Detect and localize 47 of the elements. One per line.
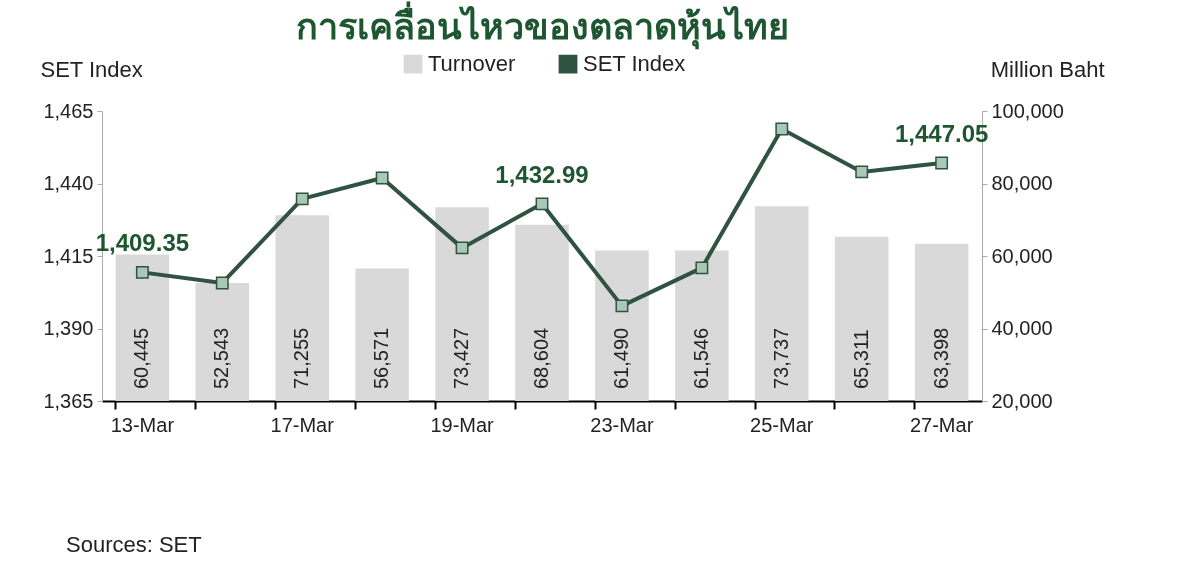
point bbox=[295, 192, 309, 206]
point bbox=[135, 265, 149, 279]
x-tick-label: 25-Mar bbox=[750, 413, 814, 436]
data-label: 60,445 bbox=[130, 327, 153, 389]
source-note: Sources: SET bbox=[66, 532, 202, 558]
x-tick-label: 13-Mar bbox=[110, 413, 175, 436]
y2-axis-title: Million Baht bbox=[990, 56, 1105, 82]
chart-title: การเคลื่อนไหวของตลาดหุ้นไทย bbox=[295, 1, 789, 50]
data-label: 61,490 bbox=[609, 327, 632, 389]
y-tick-label: 1,440 bbox=[43, 172, 94, 194]
data-label: 63,398 bbox=[929, 327, 952, 389]
data-label: 52,543 bbox=[210, 327, 233, 389]
data-label: 1,447.05 bbox=[894, 120, 989, 148]
y2-tick-label: 60,000 bbox=[991, 244, 1053, 267]
point bbox=[375, 171, 389, 185]
data-label: 68,604 bbox=[530, 327, 552, 389]
data-label: 56,571 bbox=[370, 327, 393, 389]
y-tick-label: 1,415 bbox=[43, 244, 94, 267]
data-label: 73,427 bbox=[450, 327, 473, 389]
legend-label: Turnover bbox=[428, 51, 516, 77]
point bbox=[615, 299, 629, 313]
point bbox=[855, 165, 869, 179]
y2-tick-label: 20,000 bbox=[991, 389, 1053, 412]
point bbox=[695, 261, 709, 275]
point bbox=[215, 276, 229, 290]
y-tick-label: 1,465 bbox=[43, 99, 94, 122]
x-tick-label: 23-Mar bbox=[590, 413, 654, 436]
x-tick-label: 27-Mar bbox=[909, 413, 974, 436]
data-label: 1,432.99 bbox=[495, 160, 589, 188]
y2-tick-label: 100,000 bbox=[991, 99, 1064, 122]
y2-tick-label: 80,000 bbox=[991, 172, 1053, 194]
x-tick-label: 17-Mar bbox=[270, 413, 335, 436]
y2-tick-label: 40,000 bbox=[991, 317, 1053, 339]
data-label: 73,737 bbox=[769, 327, 792, 389]
point bbox=[935, 156, 949, 170]
y-tick-label: 1,365 bbox=[43, 389, 94, 412]
data-label: 1,409.35 bbox=[95, 229, 190, 257]
point bbox=[455, 241, 469, 255]
legend-label: SET Index bbox=[583, 51, 686, 77]
data-label: 61,546 bbox=[689, 327, 712, 389]
y-axis-title: SET Index bbox=[40, 56, 143, 82]
data-label: 65,311 bbox=[849, 329, 872, 389]
y-tick-label: 1,390 bbox=[43, 317, 94, 339]
data-label: 71,255 bbox=[290, 327, 313, 389]
point bbox=[535, 197, 549, 211]
x-tick-label: 19-Mar bbox=[430, 413, 495, 436]
point bbox=[775, 122, 789, 136]
